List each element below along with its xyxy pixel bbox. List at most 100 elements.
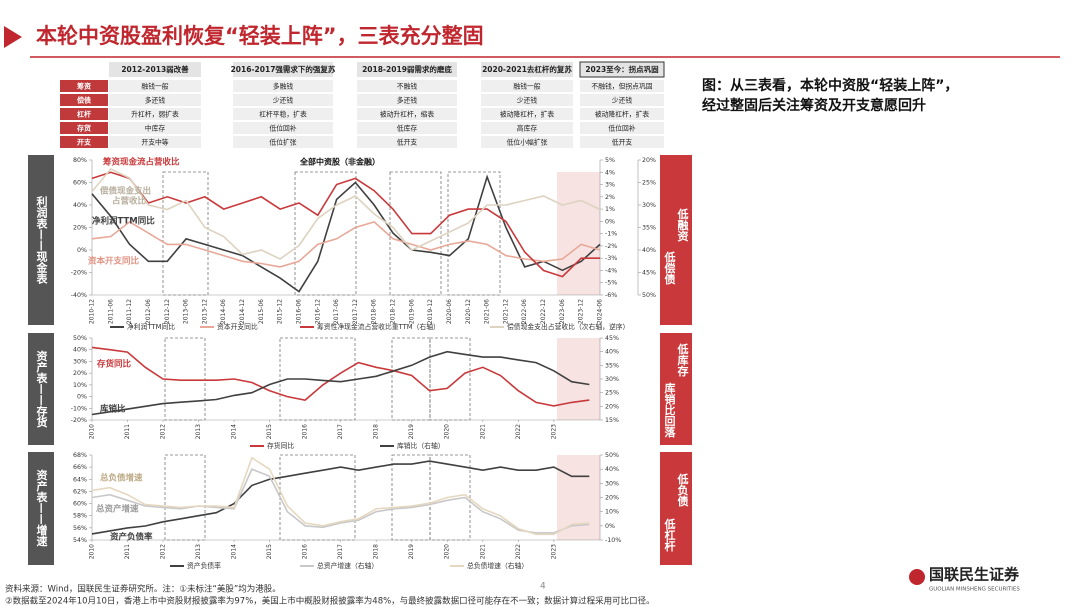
y-tick-label: 58% (73, 513, 87, 520)
period-box (391, 337, 431, 421)
table-cell-text: 多还钱 (397, 96, 418, 105)
logo-en: GUOLIAN MINSHENG SECURITIES (929, 587, 1020, 593)
table-cell-text: 多还钱 (145, 96, 166, 105)
y-tick-label: 40% (73, 347, 87, 354)
y-tick-label: -20% (71, 417, 87, 424)
annotation: 筹资现金流占营收比 (102, 157, 180, 168)
x-tick-label: 2024-06 (597, 299, 604, 324)
x-tick-label: 2018 (373, 544, 380, 559)
table-cell (481, 136, 573, 148)
x-tick-label: 2014 (231, 544, 238, 559)
y-tick-label: 40% (605, 466, 619, 473)
table-cell-text: 杠杆平稳，扩表 (259, 110, 307, 119)
y-tick-label: -20% (71, 270, 87, 277)
annotation: 总负债增速 (100, 473, 143, 484)
x-tick-label: 2010 (89, 424, 96, 439)
series-line (91, 168, 601, 260)
annotation: 库销比 (100, 404, 126, 415)
y-tick-label: 54% (73, 537, 87, 544)
y-tick-label: 50% (73, 335, 87, 342)
period-cell (109, 62, 201, 77)
period-label: 2020-2021去杠杆的复苏 (482, 64, 572, 74)
x-tick-label: 2023-12 (578, 299, 585, 324)
x-tick-label: 2021-12 (502, 299, 509, 324)
x-tick-label: 2013 (195, 544, 202, 559)
x-tick-label: 2020 (444, 544, 451, 559)
x-tick-label: 2017-06 (333, 299, 340, 324)
table-cell-text: 低位扩张 (269, 138, 296, 147)
x-tick-label: 2023 (550, 424, 557, 439)
y-tick-label: -5% (605, 280, 617, 287)
side-box (28, 155, 54, 325)
row-label: 杠杆 (77, 110, 91, 119)
table-cell-text: 低位回补 (608, 124, 635, 133)
page-number: 4 (540, 582, 546, 592)
period-box (294, 171, 357, 296)
table-cell-text: 不融钱 (397, 82, 418, 91)
y-tick-label: 66% (73, 464, 87, 471)
x-tick-label: 2013-06 (183, 299, 190, 324)
side-label: 低负债 (676, 472, 690, 507)
annotation: 占营收比 (112, 196, 147, 207)
y-tick-label: 0% (605, 523, 615, 530)
side-label: 资产表——存货 (35, 349, 49, 428)
table-cell (481, 80, 573, 92)
y-tick-label: -4% (605, 267, 617, 274)
side-box (660, 452, 692, 565)
x-tick-label: 2021 (479, 424, 486, 439)
side-label: 低偿债 (663, 250, 677, 285)
x-tick-label: 2015 (266, 424, 273, 439)
y-tick-label: 20% (605, 495, 619, 502)
logo-name: 国联民生证券 (929, 566, 1020, 584)
legend-label: 存货同比 (267, 441, 294, 450)
x-tick-label: 2018-06 (371, 299, 378, 324)
x-tick-label: 2022 (515, 424, 522, 439)
series-line (91, 460, 590, 535)
row-label: 存货 (77, 124, 91, 133)
y-tick-label: 40% (642, 247, 656, 254)
x-tick-label: 2015 (266, 544, 273, 559)
row-label: 筹资 (77, 82, 91, 91)
period-cell (579, 61, 665, 78)
table-cell-text: 低位回补 (269, 124, 296, 133)
x-tick-label: 2021-06 (484, 299, 491, 324)
row-label-cell (60, 94, 108, 106)
y-tick-label: 50% (605, 452, 619, 459)
side-box (28, 452, 54, 565)
y-tick-label: 30% (73, 358, 87, 365)
x-tick-label: 2010-12 (89, 299, 96, 324)
y-tick-label: -6% (605, 292, 617, 299)
table-cell-text: 融钱一般 (141, 82, 168, 91)
caption: 图：从三表看，本轮中资股“轻装上阵”， (702, 77, 958, 94)
table-cell (580, 94, 664, 106)
table-cell-text: 低开支 (397, 138, 418, 147)
side-box (28, 333, 54, 445)
y-tick-label: 3% (605, 182, 615, 189)
x-tick-label: 2011 (124, 424, 131, 439)
x-tick-label: 2020-12 (465, 299, 472, 324)
y-tick-label: -10% (605, 537, 621, 544)
y-tick-label: 30% (642, 202, 656, 209)
period-box (162, 171, 209, 296)
series-line (91, 171, 600, 278)
x-tick-label: 2012 (160, 544, 167, 559)
annotation: 资本开支同比 (88, 256, 140, 267)
series-line (91, 174, 601, 293)
side-label: 低库存 (676, 342, 690, 377)
y-tick-label: 20% (73, 370, 87, 377)
y-tick-label: 1% (605, 206, 615, 213)
row-label-cell (60, 80, 108, 92)
legend-label: 资本开支同比 (217, 322, 258, 331)
series-line (91, 350, 590, 416)
side-label: 库销比回落 (663, 381, 676, 438)
x-tick-label: 2015-12 (277, 299, 284, 324)
period-box (389, 171, 442, 296)
y-tick-label: 40% (605, 349, 619, 356)
side-label: 低融资 (676, 207, 690, 242)
annotation: 资产负债率 (110, 532, 153, 543)
x-tick-label: 2010 (89, 544, 96, 559)
y-tick-label: -2% (605, 243, 617, 250)
y-tick-label: -1% (605, 231, 617, 238)
table-cell (580, 122, 664, 134)
